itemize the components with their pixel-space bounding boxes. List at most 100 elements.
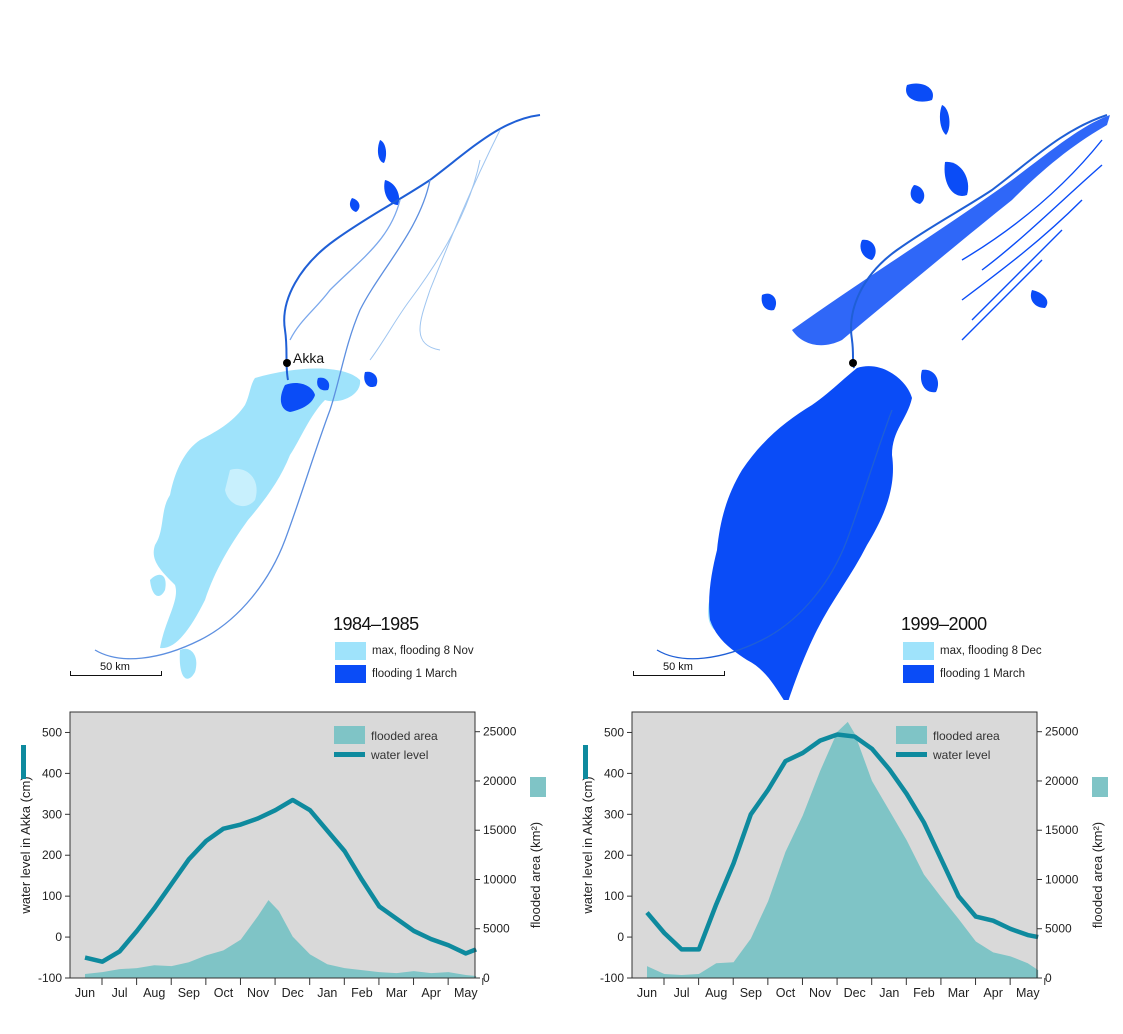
y-axis-line-key — [21, 745, 26, 779]
scale-bar — [633, 671, 725, 676]
x-tick-label: Jan — [317, 986, 337, 1000]
x-tick-label: Jul — [112, 986, 128, 1000]
x-tick-label: Nov — [247, 986, 270, 1000]
legend-line-swatch — [334, 752, 365, 757]
scale-bar — [70, 671, 162, 676]
x-tick-label: May — [454, 986, 478, 1000]
y-tick-label: 500 — [604, 725, 624, 739]
y2-axis-area-key — [1092, 777, 1108, 797]
legend-march-label: flooding 1 March — [372, 668, 458, 680]
chart-1984-1985: -100010020030040050005000100001500020000… — [18, 711, 546, 1000]
y2-axis-label: flooded area (km²) — [528, 822, 543, 928]
map-1999-2000 — [656, 83, 1110, 700]
y-axis-label: water level in Akka (cm) — [580, 776, 595, 914]
map-title: 1984–1985 — [333, 614, 419, 634]
x-tick-label: Mar — [386, 986, 408, 1000]
y2-tick-label: 25000 — [1045, 725, 1079, 739]
legend-line-label: water level — [370, 748, 428, 762]
x-tick-label: Dec — [282, 986, 304, 1000]
max-flood-area — [150, 368, 361, 679]
x-tick-label: Feb — [913, 986, 935, 1000]
x-tick-label: Oct — [776, 986, 796, 1000]
akka-label: Akka — [293, 350, 325, 366]
y2-tick-label: 25000 — [483, 725, 517, 739]
legend-area-swatch — [896, 726, 927, 744]
y2-axis-label: flooded area (km²) — [1090, 822, 1105, 928]
y-tick-label: 100 — [604, 889, 624, 903]
map-title: 1999–2000 — [901, 614, 987, 634]
y2-tick-label: 10000 — [1045, 872, 1079, 886]
y-tick-label: 0 — [617, 930, 624, 944]
scale-label: 50 km — [100, 661, 130, 673]
legend-area-swatch — [334, 726, 365, 744]
y-tick-label: -100 — [38, 971, 62, 985]
legend-swatch-march — [335, 665, 366, 683]
x-tick-label: Jul — [674, 986, 690, 1000]
march-flood-area — [280, 140, 400, 412]
x-tick-label: Jan — [879, 986, 899, 1000]
water-level-series — [84, 797, 477, 964]
x-tick-label: Feb — [351, 986, 373, 1000]
y2-tick-label: 20000 — [1045, 774, 1079, 788]
x-tick-label: Sep — [740, 986, 762, 1000]
akka-marker — [849, 359, 857, 367]
panel-1984-1985: Akka 50 km 1984–1985 max, flooding 8 Nov… — [0, 0, 561, 1034]
x-tick-label: Dec — [844, 986, 866, 1000]
y2-axis-area-key — [530, 777, 546, 797]
panel-1999-2000: 50 km 1999–2000 max, flooding 8 Dec floo… — [562, 0, 1123, 1034]
x-tick-label: Aug — [705, 986, 727, 1000]
y-tick-label: 200 — [42, 848, 62, 862]
y2-tick-label: 5000 — [1045, 922, 1072, 936]
y-tick-label: 100 — [42, 889, 62, 903]
y-tick-label: 500 — [42, 725, 62, 739]
y2-tick-label: 0 — [483, 971, 490, 985]
y-axis-line-key — [583, 745, 588, 779]
legend-march-flood: flooding 1 March — [335, 665, 457, 683]
map-1984-1985 — [94, 114, 541, 679]
legend-swatch-max — [335, 642, 366, 660]
river-network — [656, 114, 1108, 660]
chart-1999-2000: -100010020030040050005000100001500020000… — [580, 711, 1108, 1000]
y-tick-label: 400 — [604, 766, 624, 780]
y-tick-label: 300 — [604, 807, 624, 821]
y-tick-label: 400 — [42, 766, 62, 780]
y2-tick-label: 15000 — [1045, 823, 1079, 837]
scale-label: 50 km — [663, 661, 693, 673]
legend-swatch-max — [903, 642, 934, 660]
legend-area-label: flooded area — [371, 729, 438, 743]
flooded-area-series — [647, 721, 1039, 978]
legend-max-flood: max, flooding 8 Dec — [903, 642, 1042, 660]
plot-frame — [69, 711, 476, 979]
x-tick-label: Jun — [75, 986, 95, 1000]
march-flood-area — [709, 83, 1110, 700]
x-tick-label: Nov — [809, 986, 832, 1000]
x-tick-label: Apr — [421, 986, 440, 1000]
y2-tick-label: 5000 — [483, 922, 510, 936]
plot-frame — [631, 711, 1038, 979]
y-tick-label: 300 — [42, 807, 62, 821]
y-tick-label: -100 — [600, 971, 624, 985]
y2-tick-label: 15000 — [483, 823, 517, 837]
akka-marker — [283, 359, 291, 367]
y2-tick-label: 0 — [1045, 971, 1052, 985]
y-tick-label: 0 — [55, 930, 62, 944]
flooded-area-series — [85, 900, 477, 978]
river-network — [94, 114, 541, 660]
y2-tick-label: 10000 — [483, 872, 517, 886]
x-tick-label: Oct — [214, 986, 234, 1000]
x-tick-label: Sep — [178, 986, 200, 1000]
y-tick-label: 200 — [604, 848, 624, 862]
x-tick-label: Apr — [983, 986, 1002, 1000]
y-axis-label: water level in Akka (cm) — [18, 776, 33, 914]
legend-line-swatch — [896, 752, 927, 757]
legend-march-label: flooding 1 March — [940, 668, 1026, 680]
x-tick-label: Jun — [637, 986, 657, 1000]
legend-march-flood: flooding 1 March — [903, 665, 1025, 683]
legend-swatch-march — [903, 665, 934, 683]
legend-max-flood: max, flooding 8 Nov — [335, 642, 474, 660]
y2-tick-label: 20000 — [483, 774, 517, 788]
x-tick-label: Mar — [948, 986, 970, 1000]
legend-area-label: flooded area — [933, 729, 1000, 743]
water-level-series — [645, 732, 1039, 952]
legend-max-label: max, flooding 8 Dec — [940, 645, 1042, 657]
